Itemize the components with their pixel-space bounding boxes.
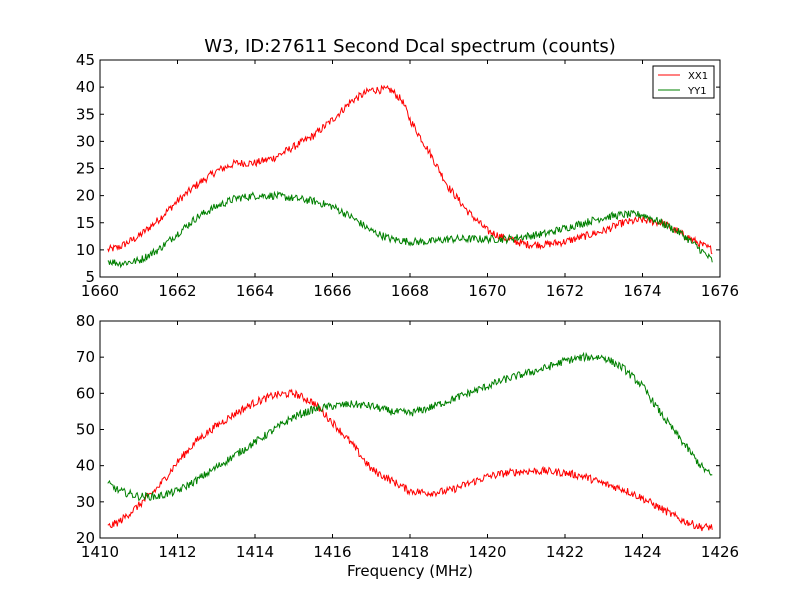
y-tick-label: 5 xyxy=(85,268,95,286)
x-tick-label: 1412 xyxy=(158,543,196,561)
y-tick-label: 30 xyxy=(76,132,95,150)
x-tick-label: 1666 xyxy=(313,282,351,300)
x-tick-label: 1418 xyxy=(391,543,429,561)
x-axis-label: Frequency (MHz) xyxy=(347,562,473,580)
x-tick-label: 1424 xyxy=(623,543,661,561)
y-tick-label: 20 xyxy=(76,187,95,205)
x-tick-label: 1664 xyxy=(236,282,274,300)
y-tick-label: 40 xyxy=(76,78,95,96)
x-tick-label: 1422 xyxy=(546,543,584,561)
y-tick-label: 60 xyxy=(76,384,95,402)
y-tick-label: 70 xyxy=(76,348,95,366)
x-tick-label: 1416 xyxy=(313,543,351,561)
legend-label-xx1: XX1 xyxy=(688,71,708,82)
x-tick-label: 1426 xyxy=(701,543,739,561)
x-tick-label: 1670 xyxy=(468,282,506,300)
y-tick-label: 10 xyxy=(76,241,95,259)
y-tick-label: 20 xyxy=(76,529,95,547)
y-tick-label: 50 xyxy=(76,421,95,439)
x-tick-label: 1668 xyxy=(391,282,429,300)
y-tick-label: 45 xyxy=(76,51,95,69)
x-tick-label: 1672 xyxy=(546,282,584,300)
x-tick-label: 1662 xyxy=(158,282,196,300)
x-tick-label: 1674 xyxy=(623,282,661,300)
y-tick-label: 35 xyxy=(76,105,95,123)
series-line-yy1-panel-1 xyxy=(107,190,713,269)
legend-label-yy1: YY1 xyxy=(687,86,707,97)
y-tick-label: 15 xyxy=(76,214,95,232)
x-tick-label: 1410 xyxy=(81,543,119,561)
x-tick-label: 1676 xyxy=(701,282,739,300)
x-tick-label: 1414 xyxy=(236,543,274,561)
y-tick-label: 80 xyxy=(76,312,95,330)
x-tick-label: 1420 xyxy=(468,543,506,561)
y-tick-label: 25 xyxy=(76,160,95,178)
chart-panel-1: 1660 1662 1664 1666 1668 1670 1672 1674 1676 5 10 1… xyxy=(76,36,739,300)
legend-box xyxy=(652,65,715,99)
y-tick-label: 30 xyxy=(76,493,95,511)
series-line-xx1-panel-2 xyxy=(107,388,713,532)
series-line-xx1-panel-1 xyxy=(107,84,713,255)
chart-title: W3, ID:27611 Second Dcal spectrum (count… xyxy=(204,36,616,57)
x-tick-label: 1660 xyxy=(81,282,119,300)
chart-panel-2: 1410 1412 1414 1416 1418 1420 1422 1424 1426 20 30… xyxy=(76,312,739,580)
series-line-yy1-panel-2 xyxy=(107,351,713,502)
y-tick-label: 40 xyxy=(76,457,95,475)
